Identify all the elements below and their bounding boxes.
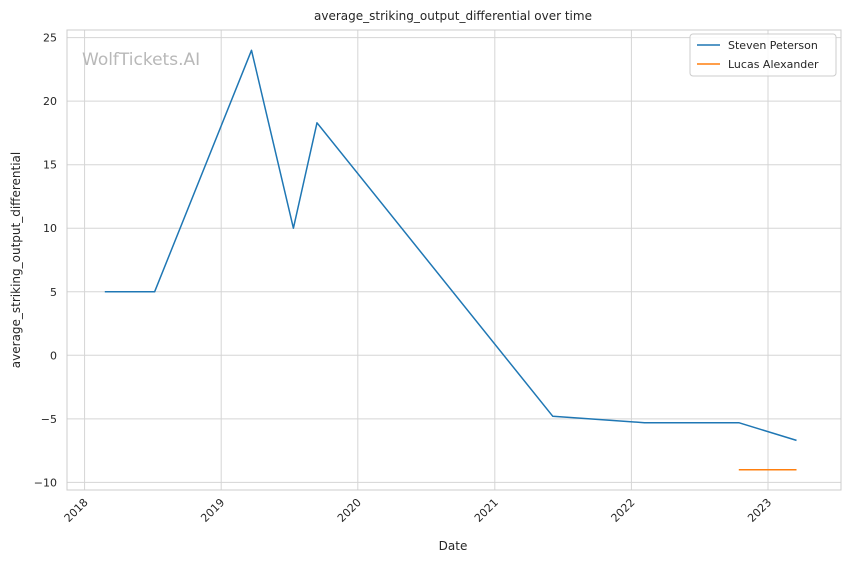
plot-frame [66,29,842,491]
series-layer [104,49,797,471]
legend-label-steven-peterson: Steven Peterson [728,39,818,52]
x-tick-label: 2019 [198,496,227,525]
y-tick-label: 5 [50,286,57,299]
y-tick-label: 0 [50,349,57,362]
legend-label-lucas-alexander: Lucas Alexander [728,58,819,71]
y-tick-label: −10 [34,476,57,489]
y-tick-label: 25 [43,32,57,45]
watermark: WolfTickets.AI [82,50,200,70]
y-tick-label: −5 [41,413,57,426]
y-tick-label: 20 [43,95,57,108]
legend-box [689,33,837,77]
y-axis-ticks: −10 −5 0 5 10 15 20 25 [34,32,57,490]
x-tick-label: 2020 [335,496,364,525]
series-line-steven-peterson [104,49,797,442]
chart-title: average_striking_output_differential ove… [314,9,592,23]
x-tick-label: 2023 [745,496,774,525]
x-tick-label: 2022 [609,496,638,525]
x-tick-label: 2018 [62,496,91,525]
grid [67,30,841,490]
y-tick-label: 15 [43,159,57,172]
y-tick-label: 10 [43,222,57,235]
legend: Steven Peterson Lucas Alexander [689,33,837,77]
x-tick-label: 2021 [472,496,501,525]
x-axis-ticks: 2018 2019 2020 2021 2022 2023 [62,496,774,525]
x-axis-label: Date [439,539,468,553]
y-axis-label: average_striking_output_differential [9,152,23,368]
